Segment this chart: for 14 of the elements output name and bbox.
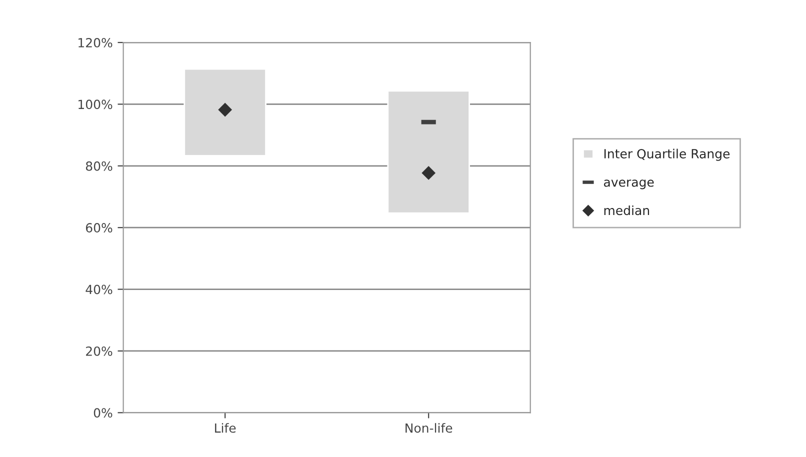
y-tick-label: 60%: [86, 223, 112, 233]
point: [422, 166, 436, 180]
y-tick-label: 100%: [78, 100, 112, 110]
point: [218, 102, 232, 117]
x-tick-label: Non-life: [406, 423, 452, 433]
x-tick-label: Life: [215, 423, 236, 433]
legend-label: average: [604, 180, 654, 190]
y-tick-label: 0%: [94, 408, 112, 418]
legend-label: Inter Quartile Range: [604, 148, 730, 161]
legend-label: median: [604, 205, 650, 216]
y-tick-label: 40%: [86, 284, 112, 294]
y-tick-label: 80%: [86, 161, 112, 171]
y-tick-label: 20%: [86, 346, 112, 356]
y-tick-label: 120%: [78, 38, 112, 48]
